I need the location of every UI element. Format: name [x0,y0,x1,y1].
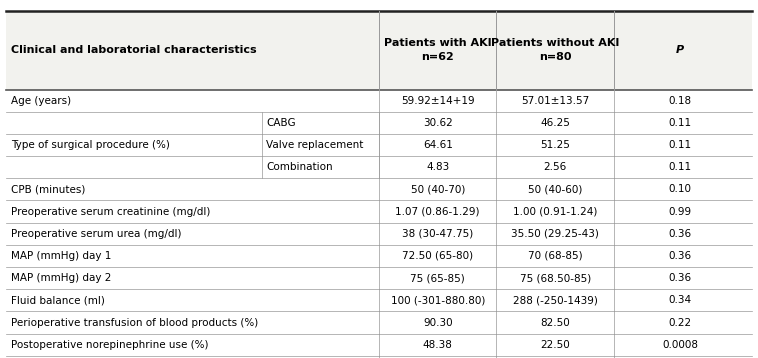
Text: n=62: n=62 [421,52,454,62]
Text: 0.11: 0.11 [669,140,692,150]
Text: Fluid balance (ml): Fluid balance (ml) [11,295,105,305]
Text: Perioperative transfusion of blood products (%): Perioperative transfusion of blood produ… [11,318,258,328]
Text: 75 (68.50-85): 75 (68.50-85) [520,273,590,283]
Text: 50 (40-60): 50 (40-60) [528,184,582,194]
Text: 22.50: 22.50 [540,340,570,350]
Text: Age (years): Age (years) [11,96,70,106]
Text: MAP (mmHg) day 2: MAP (mmHg) day 2 [11,273,111,283]
Bar [6,11,752,90]
Text: 0.11: 0.11 [669,162,692,172]
Text: Preoperative serum creatinine (mg/dl): Preoperative serum creatinine (mg/dl) [11,207,210,217]
Text: Patients with AKI: Patients with AKI [384,38,491,48]
Text: CABG: CABG [266,118,296,128]
Text: 64.61: 64.61 [423,140,453,150]
Text: 30.62: 30.62 [423,118,453,128]
Text: P: P [676,45,684,55]
Text: 0.18: 0.18 [669,96,692,106]
Text: 288 (-250-1439): 288 (-250-1439) [513,295,597,305]
Text: 0.11: 0.11 [669,118,692,128]
Text: 1.07 (0.86-1.29): 1.07 (0.86-1.29) [396,207,480,217]
Text: 57.01±13.57: 57.01±13.57 [521,96,590,106]
Text: Type of surgical procedure (%): Type of surgical procedure (%) [11,140,170,150]
Text: 100 (-301-880.80): 100 (-301-880.80) [390,295,485,305]
Text: 0.36: 0.36 [669,229,692,239]
Text: 0.99: 0.99 [669,207,692,217]
Text: 51.25: 51.25 [540,140,570,150]
Text: 90.30: 90.30 [423,318,453,328]
Text: Postoperative norepinephrine use (%): Postoperative norepinephrine use (%) [11,340,208,350]
Text: 50 (40-70): 50 (40-70) [411,184,465,194]
Text: Valve replacement: Valve replacement [266,140,363,150]
Text: n=80: n=80 [539,52,572,62]
Text: 0.10: 0.10 [669,184,692,194]
Text: 48.38: 48.38 [423,340,453,350]
Text: 0.36: 0.36 [669,251,692,261]
Text: 38 (30-47.75): 38 (30-47.75) [402,229,473,239]
Text: Combination: Combination [266,162,333,172]
Text: 2.56: 2.56 [543,162,567,172]
Text: 4.83: 4.83 [426,162,449,172]
Text: Clinical and laboratorial characteristics: Clinical and laboratorial characteristic… [11,45,256,55]
Text: 0.36: 0.36 [669,273,692,283]
Text: MAP (mmHg) day 1: MAP (mmHg) day 1 [11,251,111,261]
Text: Patients without AKI: Patients without AKI [491,38,619,48]
Text: 0.0008: 0.0008 [662,340,698,350]
Text: 75 (65-85): 75 (65-85) [410,273,465,283]
Text: 59.92±14+19: 59.92±14+19 [401,96,475,106]
Text: 82.50: 82.50 [540,318,570,328]
Text: CPB (minutes): CPB (minutes) [11,184,85,194]
Text: 0.34: 0.34 [669,295,692,305]
Text: 46.25: 46.25 [540,118,570,128]
Text: 70 (68-85): 70 (68-85) [528,251,583,261]
Text: 0.22: 0.22 [669,318,692,328]
Text: Preoperative serum urea (mg/dl): Preoperative serum urea (mg/dl) [11,229,181,239]
Text: 1.00 (0.91-1.24): 1.00 (0.91-1.24) [513,207,597,217]
Text: 35.50 (29.25-43): 35.50 (29.25-43) [512,229,599,239]
Text: 72.50 (65-80): 72.50 (65-80) [402,251,473,261]
